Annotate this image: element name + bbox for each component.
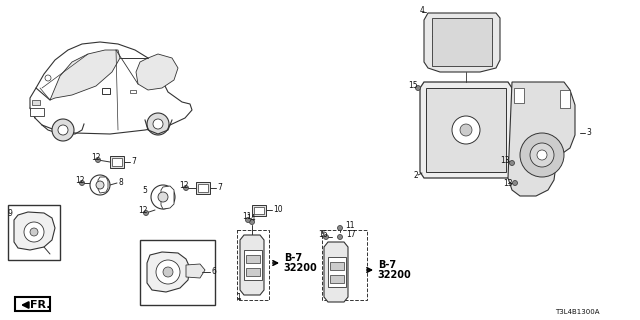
Polygon shape [14, 212, 55, 250]
Bar [426, 88, 506, 172]
Bar [15, 297, 50, 311]
Circle shape [147, 113, 169, 135]
Text: B-7: B-7 [284, 253, 302, 263]
Text: 8: 8 [118, 178, 123, 187]
Circle shape [52, 119, 74, 141]
Bar [8, 205, 60, 260]
Text: 13: 13 [503, 179, 513, 188]
Bar [514, 88, 524, 103]
Circle shape [250, 220, 255, 225]
Polygon shape [186, 264, 205, 278]
Text: 11: 11 [242, 212, 252, 220]
Polygon shape [136, 54, 178, 90]
Polygon shape [508, 82, 575, 196]
Polygon shape [50, 50, 120, 100]
Text: T3L4B1300A: T3L4B1300A [555, 309, 600, 315]
Circle shape [30, 228, 38, 236]
Text: 12: 12 [91, 153, 100, 162]
Bar [432, 18, 492, 66]
Text: 12: 12 [75, 175, 84, 185]
Polygon shape [324, 242, 348, 302]
Circle shape [337, 235, 342, 239]
Text: B-7: B-7 [378, 260, 396, 270]
Circle shape [158, 192, 168, 202]
Bar [330, 262, 344, 270]
Bar [254, 207, 264, 214]
Bar [32, 100, 40, 105]
Circle shape [415, 85, 420, 91]
Polygon shape [30, 42, 192, 134]
Circle shape [520, 133, 564, 177]
Text: 5: 5 [142, 186, 147, 195]
Circle shape [90, 175, 110, 195]
Text: 17: 17 [346, 229, 356, 238]
Circle shape [79, 180, 84, 186]
Circle shape [452, 116, 480, 144]
Bar [246, 255, 260, 263]
Circle shape [95, 157, 100, 163]
Bar [198, 184, 208, 192]
Text: 13: 13 [500, 156, 509, 164]
Text: 9: 9 [7, 209, 12, 218]
Text: 7: 7 [131, 156, 136, 165]
Polygon shape [98, 177, 108, 193]
Circle shape [337, 226, 342, 230]
Circle shape [156, 260, 180, 284]
Text: 6: 6 [211, 267, 216, 276]
Text: 10: 10 [273, 204, 283, 213]
Polygon shape [424, 13, 500, 72]
Text: 15: 15 [408, 81, 418, 90]
Text: 1: 1 [236, 293, 241, 302]
Bar [237, 230, 269, 300]
Circle shape [24, 222, 44, 242]
Circle shape [530, 143, 554, 167]
Polygon shape [147, 252, 190, 292]
Text: 11: 11 [345, 220, 355, 229]
Bar [246, 268, 260, 276]
Bar [322, 230, 367, 300]
Bar [330, 275, 344, 283]
Text: FR.: FR. [30, 300, 51, 310]
Text: 12: 12 [179, 180, 189, 189]
Text: 12: 12 [138, 205, 147, 214]
Circle shape [246, 218, 250, 222]
Bar [252, 205, 266, 216]
Circle shape [151, 185, 175, 209]
Bar [140, 240, 215, 305]
Circle shape [509, 161, 515, 165]
Circle shape [513, 180, 518, 186]
Circle shape [153, 119, 163, 129]
Circle shape [184, 186, 189, 190]
Text: 32200: 32200 [377, 270, 411, 280]
Text: 32200: 32200 [283, 263, 317, 273]
Circle shape [45, 75, 51, 81]
Bar [112, 158, 122, 166]
Text: 16: 16 [318, 229, 328, 238]
Circle shape [58, 125, 68, 135]
Bar [560, 90, 570, 108]
Circle shape [143, 211, 148, 215]
Bar [30, 108, 44, 116]
Circle shape [537, 150, 547, 160]
Bar [130, 90, 136, 93]
Text: 3: 3 [586, 127, 591, 137]
Circle shape [163, 267, 173, 277]
Circle shape [323, 235, 328, 239]
Text: 2: 2 [413, 171, 418, 180]
Bar [196, 182, 210, 194]
Polygon shape [240, 235, 264, 295]
Bar [110, 156, 124, 168]
Circle shape [460, 124, 472, 136]
Circle shape [96, 181, 104, 189]
Bar [328, 257, 346, 287]
Polygon shape [420, 82, 512, 178]
Text: 4: 4 [420, 5, 425, 14]
Bar [102, 88, 110, 94]
Polygon shape [161, 186, 174, 209]
Text: 14: 14 [246, 213, 255, 222]
Text: 7: 7 [217, 182, 222, 191]
Bar [244, 250, 262, 280]
